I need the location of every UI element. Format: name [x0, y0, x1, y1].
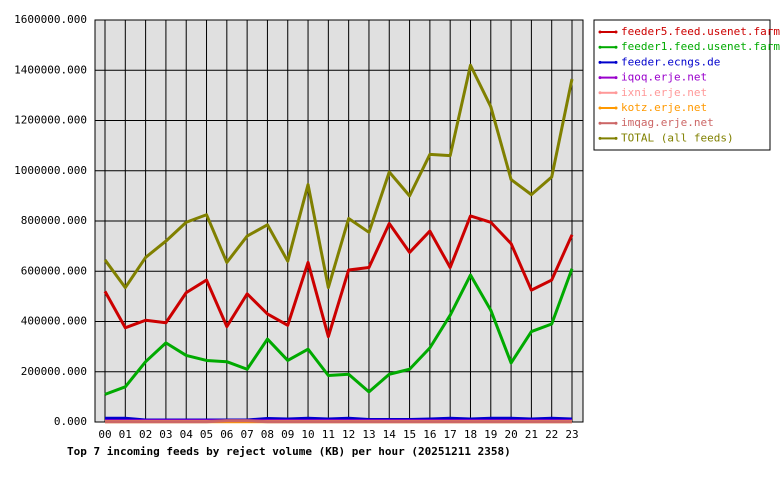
y-tick-label: 600000.000	[21, 264, 87, 277]
x-tick-label: 02	[139, 428, 152, 441]
x-tick-label: 04	[180, 428, 194, 441]
y-tick-label: 400000.000	[21, 315, 87, 328]
legend-label: feeder1.feed.usenet.farm	[621, 40, 780, 53]
y-tick-label: 1400000.000	[14, 63, 87, 76]
x-tick-label: 16	[423, 428, 436, 441]
x-tick-label: 22	[545, 428, 558, 441]
legend-dot	[614, 60, 618, 64]
x-tick-label: 14	[383, 428, 397, 441]
legend-dot	[614, 91, 618, 95]
x-tick-label: 12	[342, 428, 355, 441]
y-tick-label: 800000.000	[21, 214, 87, 227]
x-tick-label: 11	[322, 428, 335, 441]
legend-dot	[598, 76, 602, 80]
x-tick-label: 06	[220, 428, 233, 441]
legend-label: feeder.ecngs.de	[621, 55, 720, 68]
legend-box	[593, 19, 771, 151]
legend-label: feeder5.feed.usenet.farm	[621, 25, 780, 38]
legend-label: kotz.erje.net	[621, 101, 707, 114]
legend-dot	[614, 76, 618, 80]
legend-dot	[598, 30, 602, 34]
series-line	[103, 214, 574, 339]
x-tick-label: 00	[98, 428, 111, 441]
x-tick-label: 03	[159, 428, 172, 441]
legend-dot	[614, 45, 618, 49]
legend-label: TOTAL (all feeds)	[621, 131, 734, 144]
y-tick-label: 1200000.000	[14, 114, 87, 127]
legend-dot	[598, 121, 602, 125]
x-tick-label: 23	[565, 428, 578, 441]
x-tick-label: 19	[484, 428, 497, 441]
legend-dot	[598, 136, 602, 140]
legend-label: ixni.erje.net	[621, 86, 707, 99]
series-line	[103, 63, 574, 290]
x-tick-label: 08	[261, 428, 274, 441]
legend-dot	[598, 60, 602, 64]
x-tick-label: 10	[301, 428, 314, 441]
series-line	[105, 419, 572, 424]
legend-label: iqoq.erje.net	[621, 71, 707, 84]
legend-dot	[598, 45, 602, 49]
y-tick-label: 0.000	[54, 415, 87, 428]
legend-dot	[598, 91, 602, 95]
x-tick-label: 17	[444, 428, 457, 441]
legend-dot	[614, 121, 618, 125]
y-tick-label: 1600000.000	[14, 13, 87, 26]
x-tick-label: 18	[464, 428, 477, 441]
x-tick-label: 09	[281, 428, 294, 441]
x-tick-label: 13	[362, 428, 375, 441]
legend-dot	[614, 106, 618, 110]
x-tick-label: 20	[504, 428, 517, 441]
y-tick-label: 1000000.000	[14, 164, 87, 177]
x-tick-label: 21	[525, 428, 538, 441]
y-tick-label: 200000.000	[21, 365, 87, 378]
x-tick-label: 01	[119, 428, 132, 441]
x-tick-label: 05	[200, 428, 213, 441]
legend-label: imqag.erje.net	[621, 116, 714, 129]
series-line	[104, 268, 574, 396]
legend-dot	[614, 136, 618, 140]
x-tick-label: 07	[241, 428, 254, 441]
legend-dot	[598, 106, 602, 110]
chart-title: Top 7 incoming feeds by reject volume (K…	[67, 445, 511, 458]
x-tick-label: 15	[403, 428, 416, 441]
legend-dot	[614, 30, 618, 34]
